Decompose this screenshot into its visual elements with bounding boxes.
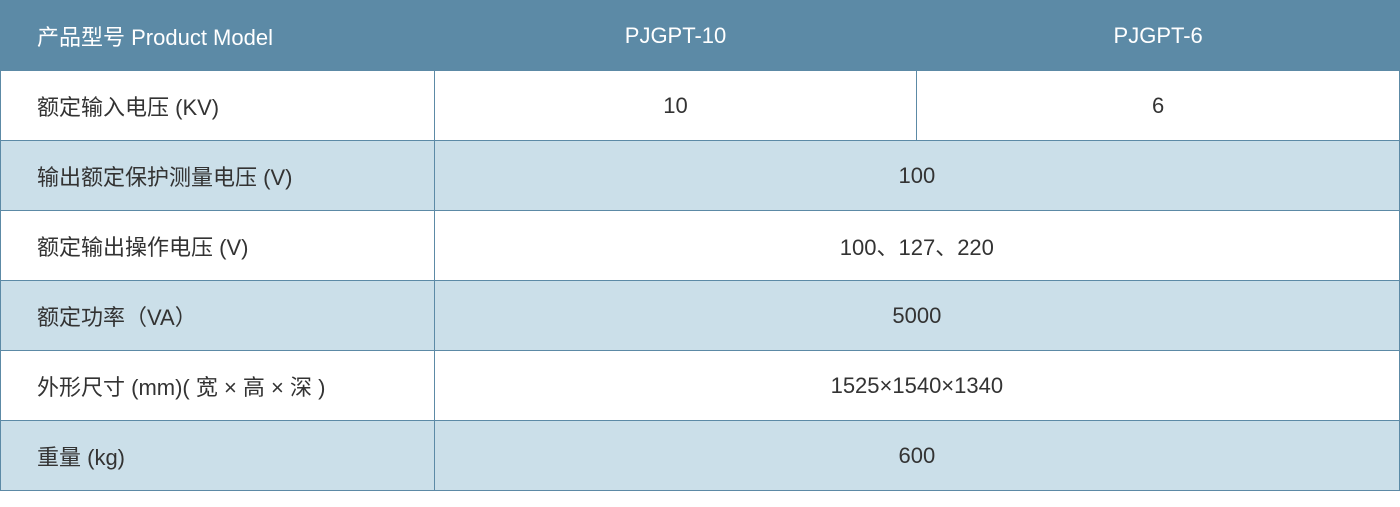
row-value: 10 — [434, 71, 917, 141]
row-value: 100、127、220 — [434, 211, 1399, 281]
header-model-2: PJGPT-6 — [917, 1, 1400, 71]
row-label: 输出额定保护测量电压 (V) — [1, 141, 435, 211]
table-row: 输出额定保护测量电压 (V)100 — [1, 141, 1400, 211]
table-row: 额定输入电压 (KV)106 — [1, 71, 1400, 141]
row-value: 5000 — [434, 281, 1399, 351]
row-label: 额定输出操作电压 (V) — [1, 211, 435, 281]
table-row: 外形尺寸 (mm)( 宽 × 高 × 深 )1525×1540×1340 — [1, 351, 1400, 421]
table-head: 产品型号 Product Model PJGPT-10 PJGPT-6 — [1, 1, 1400, 71]
table-body: 额定输入电压 (KV)106输出额定保护测量电压 (V)100额定输出操作电压 … — [1, 71, 1400, 491]
row-label: 额定功率（VA） — [1, 281, 435, 351]
header-row: 产品型号 Product Model PJGPT-10 PJGPT-6 — [1, 1, 1400, 71]
table-row: 额定功率（VA）5000 — [1, 281, 1400, 351]
row-label: 额定输入电压 (KV) — [1, 71, 435, 141]
spec-table: 产品型号 Product Model PJGPT-10 PJGPT-6 额定输入… — [0, 0, 1400, 491]
row-value: 1525×1540×1340 — [434, 351, 1399, 421]
row-label: 重量 (kg) — [1, 421, 435, 491]
row-value: 600 — [434, 421, 1399, 491]
header-label: 产品型号 Product Model — [1, 1, 435, 71]
table-row: 重量 (kg)600 — [1, 421, 1400, 491]
row-value: 100 — [434, 141, 1399, 211]
row-value: 6 — [917, 71, 1400, 141]
row-label: 外形尺寸 (mm)( 宽 × 高 × 深 ) — [1, 351, 435, 421]
table-row: 额定输出操作电压 (V)100、127、220 — [1, 211, 1400, 281]
header-model-1: PJGPT-10 — [434, 1, 917, 71]
